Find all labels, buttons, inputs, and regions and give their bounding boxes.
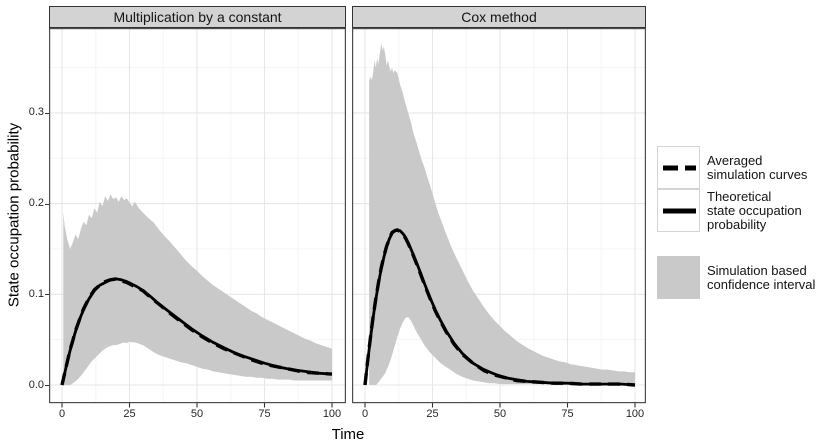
legend-group-gap (657, 232, 827, 256)
y-tick-label: 0.2 (28, 197, 44, 210)
gray-ribbon-sample-icon (657, 256, 700, 299)
facet-plot-cox (352, 28, 646, 408)
legend-label: Theoretical state occupation probability (707, 188, 802, 232)
y-tick-mark (45, 294, 49, 296)
facet-strip-label: Multiplication by a constant (113, 9, 282, 25)
y-axis-title: State occupation probability (5, 122, 23, 308)
y-tick-label: 0.1 (28, 287, 44, 300)
facet-strip-cox: Cox method (352, 6, 646, 28)
facet-panel-multiplication (49, 28, 346, 408)
x-tick-label: 0 (361, 408, 369, 420)
solid-line-sample-icon (657, 189, 700, 232)
y-tick-mark (45, 385, 49, 386)
legend-label: Averaged simulation curves (707, 152, 808, 182)
x-axis-title: Time (331, 426, 365, 443)
legend-item-confidence-interval: Simulation based confidence interval (657, 256, 827, 299)
facet-panel-cox (352, 28, 646, 408)
y-tick-mark (45, 112, 49, 114)
legend-item-averaged: Averaged simulation curves (657, 146, 827, 189)
y-tick-mark (45, 203, 49, 205)
legend: Averaged simulation curves Theoretical s… (657, 146, 827, 299)
x-tick-label: 0 (58, 408, 66, 420)
x-tick-label: 25 (123, 408, 136, 420)
y-tick-label: 0.0 (28, 378, 44, 391)
y-tick-label: 0.3 (28, 106, 44, 119)
x-tick-label: 75 (561, 408, 574, 420)
dashed-line-sample-icon (657, 146, 700, 189)
x-tick-label: 100 (625, 408, 645, 420)
x-tick-label: 75 (258, 408, 271, 420)
facet-strip-label: Cox method (461, 9, 537, 25)
facet-plot-multiplication (49, 28, 346, 408)
legend-item-theoretical: Theoretical state occupation probability (657, 189, 827, 232)
x-tick-label: 25 (426, 408, 439, 420)
facet-strip-multiplication: Multiplication by a constant (49, 6, 346, 28)
x-tick-label: 50 (493, 408, 507, 420)
x-tick-label: 100 (322, 408, 342, 420)
legend-label: Simulation based confidence interval (707, 262, 816, 292)
x-tick-label: 50 (190, 408, 204, 420)
